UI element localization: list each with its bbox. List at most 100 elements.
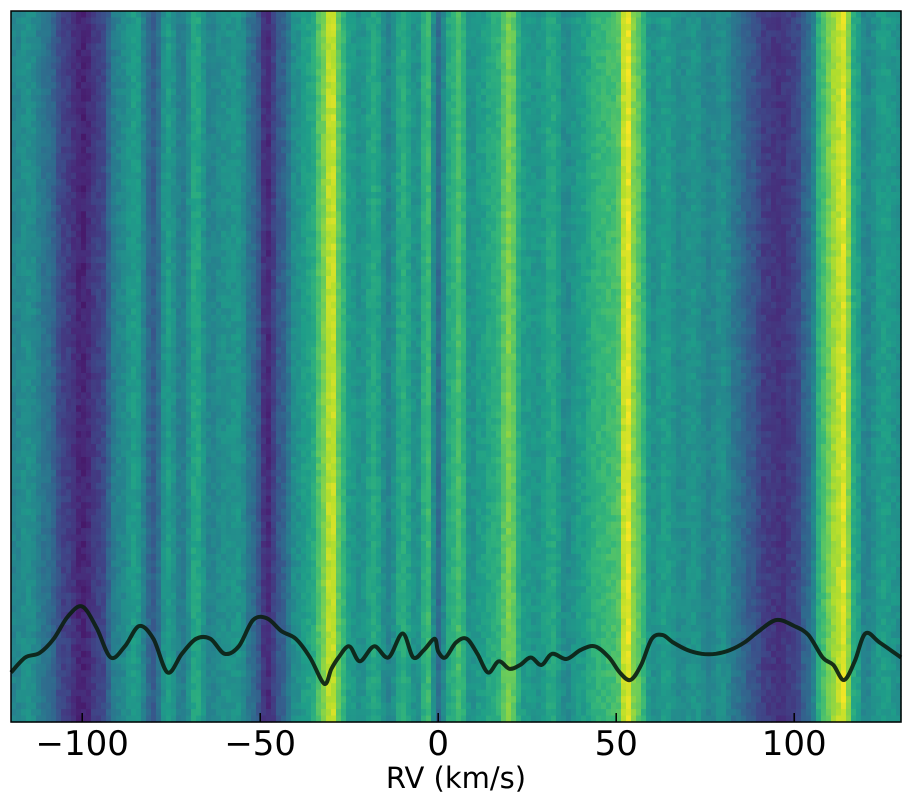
heatmap-cell <box>106 444 112 452</box>
heatmap-cell <box>186 321 192 329</box>
heatmap-cell <box>91 644 97 652</box>
heatmap-cell <box>16 276 22 284</box>
heatmap-cell <box>41 23 47 31</box>
heatmap-cell <box>86 392 92 400</box>
heatmap-cell <box>31 573 37 581</box>
heatmap-cell <box>181 385 187 393</box>
heatmap-cell <box>211 612 217 620</box>
heatmap-cell <box>231 521 237 529</box>
heatmap-cell <box>136 495 142 503</box>
heatmap-cell <box>181 301 187 309</box>
heatmap-cell <box>26 250 32 258</box>
heatmap-cell <box>221 49 227 57</box>
heatmap-cell <box>136 321 142 329</box>
heatmap-cell <box>221 450 227 458</box>
heatmap-cell <box>86 17 92 25</box>
heatmap-cell <box>46 566 52 574</box>
heatmap-cell <box>176 469 182 477</box>
heatmap-cell <box>196 327 202 335</box>
heatmap-cell <box>206 676 212 684</box>
heatmap-cell <box>136 398 142 406</box>
heatmap-cell <box>156 82 162 90</box>
heatmap-cell <box>201 444 207 452</box>
heatmap-cell <box>136 599 142 607</box>
heatmap-cell <box>231 30 237 38</box>
heatmap-cell <box>106 560 112 568</box>
heatmap-cell <box>86 405 92 413</box>
heatmap-cell <box>201 476 207 484</box>
heatmap-cell <box>156 515 162 523</box>
heatmap-cell <box>166 612 172 620</box>
heatmap-cell <box>11 211 17 219</box>
heatmap-cell <box>211 709 217 717</box>
heatmap-cell <box>106 327 112 335</box>
heatmap-cell <box>86 263 92 271</box>
heatmap-cell <box>61 308 67 316</box>
heatmap-cell <box>56 256 62 264</box>
heatmap-cell <box>101 62 107 70</box>
heatmap-cell <box>31 502 37 510</box>
heatmap-cell <box>186 56 192 64</box>
heatmap-cell <box>191 107 197 116</box>
heatmap-cell <box>201 30 207 38</box>
heatmap-cell <box>156 101 162 109</box>
heatmap-cell <box>186 566 192 574</box>
heatmap-cell <box>151 230 157 238</box>
heatmap-cell <box>51 450 57 458</box>
heatmap-cell <box>86 360 92 368</box>
heatmap-cell <box>181 101 187 109</box>
heatmap-cell <box>101 314 107 322</box>
heatmap-cell <box>166 495 172 503</box>
heatmap-cell <box>221 541 227 549</box>
heatmap-cell <box>216 140 222 148</box>
heatmap-cell <box>96 250 102 258</box>
heatmap-cell <box>166 702 172 710</box>
heatmap-cell <box>86 618 92 626</box>
heatmap-cell <box>176 553 182 562</box>
heatmap-cell <box>116 489 122 497</box>
heatmap-cell <box>116 166 122 174</box>
heatmap-cell <box>56 469 62 477</box>
heatmap-cell <box>186 696 192 704</box>
heatmap-cell <box>206 657 212 665</box>
heatmap-cell <box>166 541 172 549</box>
heatmap-cell <box>201 573 207 581</box>
heatmap-cell <box>126 411 132 419</box>
heatmap-cell <box>136 683 142 691</box>
heatmap-cell <box>71 657 77 665</box>
heatmap-cell <box>81 211 87 219</box>
heatmap-cell <box>136 185 142 193</box>
heatmap-cell <box>146 424 152 432</box>
heatmap-cell <box>231 288 237 296</box>
heatmap-cell <box>41 683 47 691</box>
heatmap-cell <box>211 566 217 574</box>
heatmap-cell <box>226 179 232 187</box>
heatmap-cell <box>211 579 217 587</box>
heatmap-cell <box>66 140 72 148</box>
heatmap-cell <box>116 250 122 258</box>
heatmap-cell <box>166 411 172 419</box>
heatmap-cell <box>201 237 207 245</box>
heatmap-cell <box>46 88 52 96</box>
heatmap-cell <box>236 62 242 70</box>
heatmap-cell <box>176 489 182 497</box>
heatmap-cell <box>196 140 202 148</box>
heatmap-cell <box>51 288 57 296</box>
heatmap-cell <box>181 56 187 64</box>
heatmap-cell <box>221 599 227 607</box>
heatmap-cell <box>51 663 57 671</box>
heatmap-cell <box>71 534 77 542</box>
heatmap-cell <box>51 75 57 83</box>
heatmap-cell <box>31 631 37 639</box>
heatmap-cell <box>211 140 217 148</box>
heatmap-cell <box>41 62 47 70</box>
heatmap-cell <box>196 592 202 600</box>
heatmap-cell <box>91 372 97 381</box>
heatmap-cell <box>76 49 82 57</box>
heatmap-cell <box>86 689 92 697</box>
heatmap-cell <box>21 153 27 161</box>
heatmap-cell <box>86 269 92 277</box>
heatmap-cell <box>221 696 227 704</box>
heatmap-cell <box>201 411 207 419</box>
heatmap-cell <box>146 179 152 187</box>
